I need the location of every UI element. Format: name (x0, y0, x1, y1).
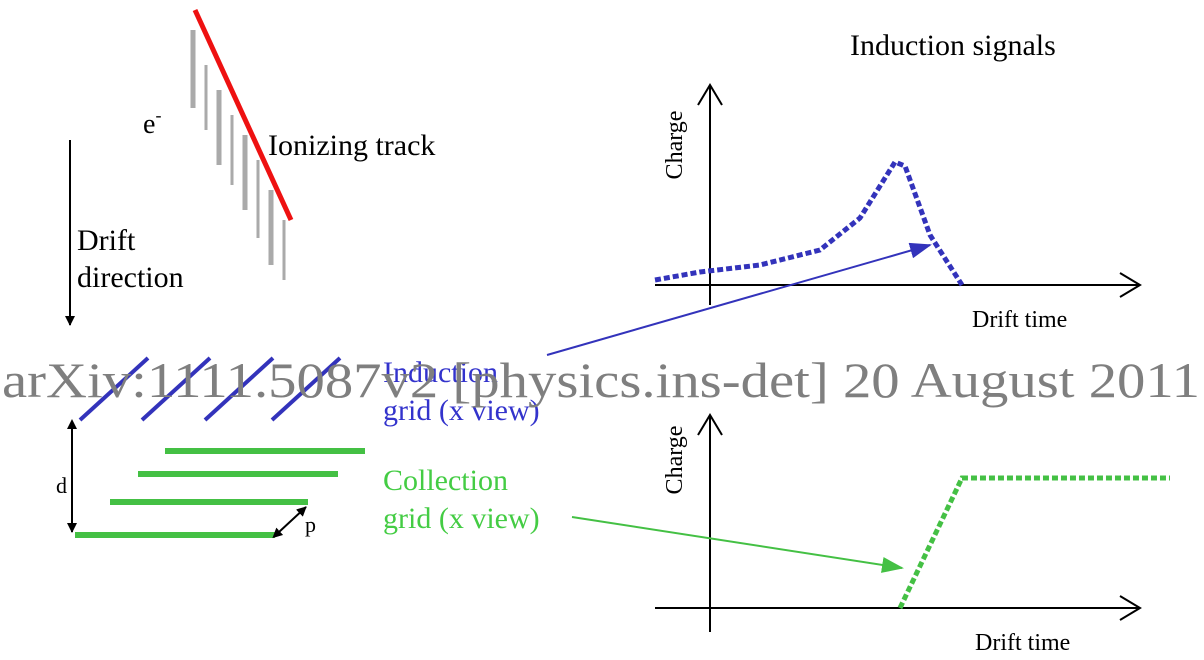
collection-label: grid (x view) (383, 502, 540, 535)
bottom-axes (655, 415, 1140, 632)
spacing-label: d (56, 473, 67, 498)
watermark: arXiv:1111.5087v2 [physics.ins-det] 20 A… (2, 352, 1200, 408)
drift-label: Drift (77, 224, 136, 257)
induction-pointer (547, 245, 930, 355)
induction-signal (655, 162, 962, 285)
collection-wires (75, 451, 365, 535)
electron-label: e- (143, 105, 161, 140)
pitch-arrow (279, 507, 306, 532)
collection-pointer (572, 517, 902, 568)
top-axes (655, 85, 1140, 305)
pitch-label: p (305, 512, 316, 537)
track-label: Ionizing track (268, 129, 435, 162)
collection-signal (900, 478, 1170, 608)
signals-title: Induction signals (850, 29, 1056, 62)
y-axis-label: Charge (662, 111, 688, 180)
electron-sup: - (155, 105, 161, 125)
drift-label: direction (77, 261, 184, 294)
diagram: e- Ionizing track Drift direction Induct… (0, 0, 1204, 660)
electron-base: e (143, 109, 155, 140)
x-axis-label: Drift time (972, 307, 1067, 333)
y-axis-label: Charge (662, 426, 688, 495)
x-axis-label: Drift time (975, 630, 1070, 656)
collection-label: Collection (383, 464, 508, 497)
